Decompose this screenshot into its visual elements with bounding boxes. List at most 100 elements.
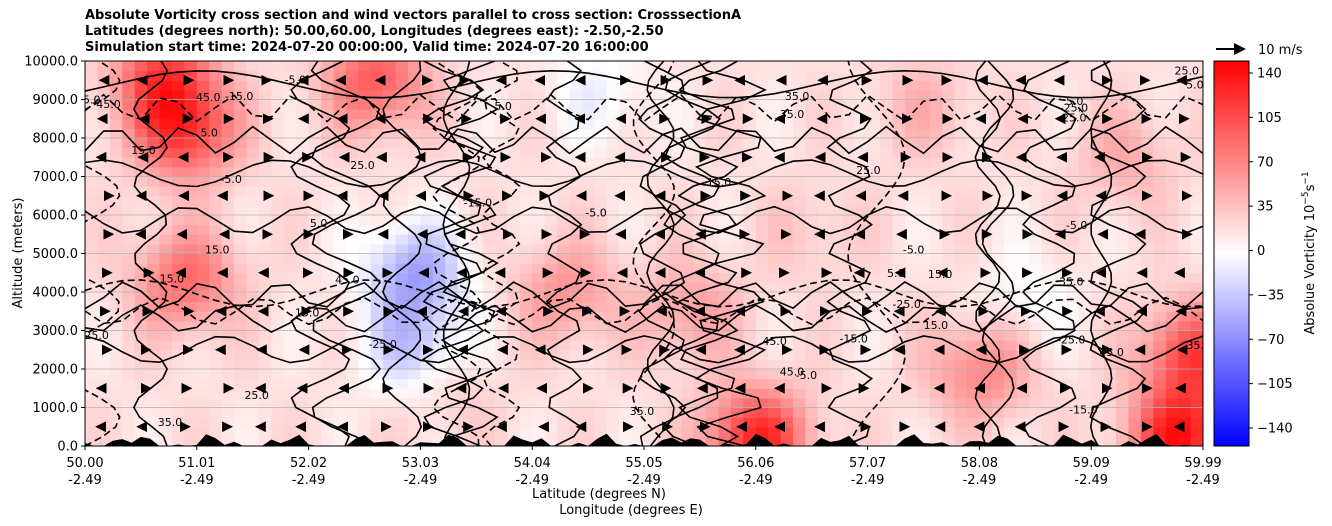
field-cell xyxy=(246,253,260,264)
field-cell xyxy=(109,263,123,274)
field-cell xyxy=(817,61,831,72)
field-cell xyxy=(234,436,248,446)
field-cell xyxy=(1128,426,1142,437)
field-cell xyxy=(171,80,185,91)
field-cell xyxy=(942,397,956,409)
field-cell xyxy=(1140,243,1154,255)
y-tick-label: 1000.0 xyxy=(33,401,79,416)
field-cell xyxy=(333,205,347,216)
field-cell xyxy=(345,80,359,91)
field-cell xyxy=(1128,157,1142,168)
contour-label: -25.0 xyxy=(892,298,920,311)
x-tick-label-lon: -2.49 xyxy=(1186,473,1220,488)
field-cell xyxy=(122,320,136,332)
field-cell xyxy=(258,89,272,101)
field-cell xyxy=(209,426,223,437)
field-cell xyxy=(817,282,831,293)
field-cell xyxy=(234,215,248,226)
field-cell xyxy=(171,186,185,197)
field-cell xyxy=(718,186,732,197)
field-cell xyxy=(308,436,322,446)
colorbar-tick-label: −70 xyxy=(1257,333,1284,348)
field-cell xyxy=(768,61,782,72)
field-cell xyxy=(271,397,285,409)
field-cell xyxy=(743,417,757,428)
field-cell xyxy=(196,388,210,399)
field-cell xyxy=(321,311,335,322)
field-cell xyxy=(482,147,496,158)
field-cell xyxy=(345,99,359,110)
field-cell xyxy=(159,397,173,409)
field-cell xyxy=(855,243,869,255)
field-cell xyxy=(917,234,931,245)
field-cell xyxy=(147,138,161,149)
field-cell xyxy=(246,215,260,226)
field-cell xyxy=(1103,311,1117,322)
field-cell xyxy=(283,349,297,360)
field-cell xyxy=(557,282,571,293)
field-cell xyxy=(246,195,260,206)
field-cell xyxy=(345,234,359,245)
field-cell xyxy=(221,340,235,351)
field-cell xyxy=(1165,272,1179,283)
field-cell xyxy=(134,89,148,101)
field-cell xyxy=(1053,263,1067,274)
field-cell xyxy=(234,234,248,245)
field-cell xyxy=(1066,407,1080,418)
field-cell xyxy=(594,147,608,158)
field-cell xyxy=(755,397,769,409)
field-cell xyxy=(147,340,161,351)
field-cell xyxy=(147,301,161,312)
field-cell xyxy=(1004,397,1018,409)
field-cell xyxy=(557,234,571,245)
field-cell xyxy=(631,61,645,72)
field-cell xyxy=(159,157,173,168)
field-cell xyxy=(793,243,807,255)
field-cell xyxy=(842,311,856,322)
x-tick-label-lat: 53.03 xyxy=(402,456,439,471)
field-cell xyxy=(1029,378,1043,389)
field-cell xyxy=(892,109,906,120)
field-cell xyxy=(904,311,918,322)
field-cell xyxy=(768,224,782,235)
field-cell xyxy=(1078,369,1092,380)
field-cell xyxy=(184,378,198,389)
field-cell xyxy=(1091,320,1105,332)
field-cell xyxy=(407,388,421,399)
field-cell xyxy=(321,359,335,370)
field-cell xyxy=(1041,301,1055,312)
field-cell xyxy=(830,176,844,187)
field-cell xyxy=(370,426,384,437)
field-cell xyxy=(395,176,409,187)
field-cell xyxy=(668,109,682,120)
field-cell xyxy=(656,89,670,101)
field-cell xyxy=(184,118,198,129)
field-cell xyxy=(954,89,968,101)
field-cell xyxy=(85,234,99,245)
field-cell xyxy=(867,138,881,149)
field-cell xyxy=(196,378,210,389)
field-cell xyxy=(283,263,297,274)
field-cell xyxy=(432,320,446,332)
field-cell xyxy=(122,282,136,293)
field-cell xyxy=(904,301,918,312)
field-cell xyxy=(619,330,633,341)
field-cell xyxy=(1190,205,1203,216)
field-cell xyxy=(979,89,993,101)
y-tick-label: 5000.0 xyxy=(33,247,79,262)
field-cell xyxy=(1091,378,1105,389)
field-cell xyxy=(557,147,571,158)
field-cell xyxy=(979,378,993,389)
field-cell xyxy=(569,320,583,332)
field-cell xyxy=(171,320,185,332)
field-cell xyxy=(644,359,658,370)
field-cell xyxy=(85,224,99,235)
field-cell xyxy=(842,186,856,197)
field-cell xyxy=(644,89,658,101)
field-cell xyxy=(258,138,272,149)
field-cell xyxy=(880,282,894,293)
field-cell xyxy=(1165,263,1179,274)
field-cell xyxy=(706,369,720,380)
field-cell xyxy=(196,320,210,332)
field-cell xyxy=(842,118,856,129)
